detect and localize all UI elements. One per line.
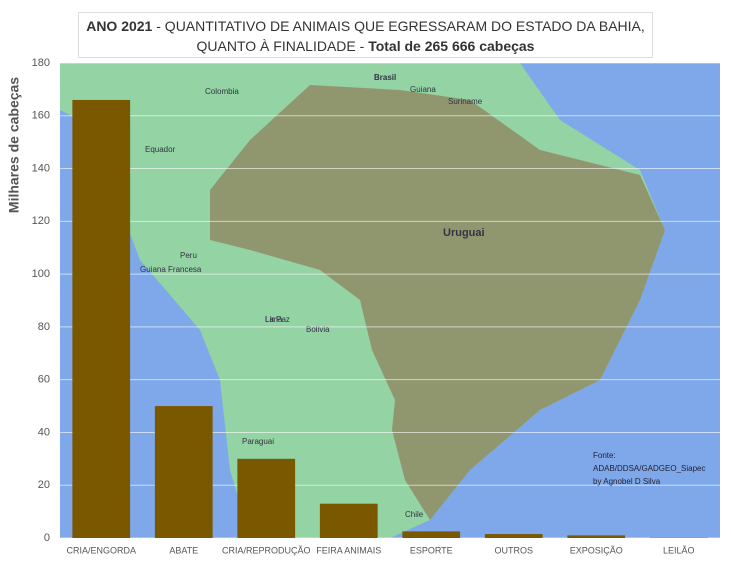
- chart-title: ANO 2021 - QUANTITATIVO DE ANIMAIS QUE E…: [78, 12, 653, 58]
- map-label: Peru: [180, 251, 197, 260]
- map-label: Lima: [265, 315, 283, 324]
- y-tick-label: 40: [38, 426, 50, 438]
- map-label: Uruguai: [443, 227, 485, 239]
- map-label: Chile: [405, 510, 424, 519]
- map-label: Equador: [145, 145, 176, 154]
- source-note: ADAB/DDSA/GADGEO_Siapec: [593, 464, 705, 473]
- source-note: Fonte:: [593, 451, 616, 460]
- bar: [484, 534, 543, 538]
- source-note: by Agnobel D Silva: [593, 477, 661, 486]
- x-tick-label: EXPOSIÇÃO: [570, 545, 623, 555]
- map-label: Brasil: [374, 73, 396, 82]
- title-text: - QUANTITATIVO DE ANIMAIS QUE EGRESSARAM…: [156, 18, 645, 54]
- map-label: Suriname: [448, 97, 483, 106]
- map-label: Guiana: [410, 85, 436, 94]
- x-tick-label: CRIA/ENGORDA: [66, 545, 136, 555]
- bar: [402, 531, 461, 538]
- y-tick-label: 80: [38, 321, 50, 333]
- title-lead: ANO 2021: [86, 18, 153, 34]
- bar: [567, 535, 626, 538]
- y-axis-label: Milhares de cabeças: [6, 77, 22, 213]
- map-brazil: [210, 85, 665, 520]
- y-tick-label: 140: [32, 162, 50, 174]
- x-tick-label: CRIA/REPRODUÇÃO: [222, 545, 311, 555]
- y-tick-label: 120: [32, 215, 50, 227]
- y-tick-label: 160: [32, 110, 50, 122]
- map-label: Colombia: [205, 87, 239, 96]
- x-tick-label: LEILÃO: [663, 545, 695, 555]
- map-label: Paraguai: [242, 437, 274, 446]
- x-tick-label: ABATE: [169, 545, 198, 555]
- y-tick-label: 100: [32, 268, 50, 280]
- map-label: Bolivia: [306, 325, 330, 334]
- y-tick-label: 20: [38, 479, 50, 491]
- y-tick-label: 60: [38, 374, 50, 386]
- x-tick-label: FEIRA ANIMAIS: [316, 545, 381, 555]
- y-tick-label: 0: [44, 532, 50, 544]
- x-tick-label: ESPORTE: [410, 545, 453, 555]
- y-tick-label: 180: [32, 57, 50, 69]
- x-tick-label: OUTROS: [494, 545, 533, 555]
- bar: [154, 406, 213, 538]
- bar: [237, 458, 296, 538]
- bar: [319, 503, 378, 538]
- map-label: Guiana Francesa: [140, 265, 202, 274]
- title-total: Total de 265 666 cabeças: [368, 38, 535, 54]
- map-label: La Paz: [265, 315, 290, 324]
- bar: [72, 99, 131, 538]
